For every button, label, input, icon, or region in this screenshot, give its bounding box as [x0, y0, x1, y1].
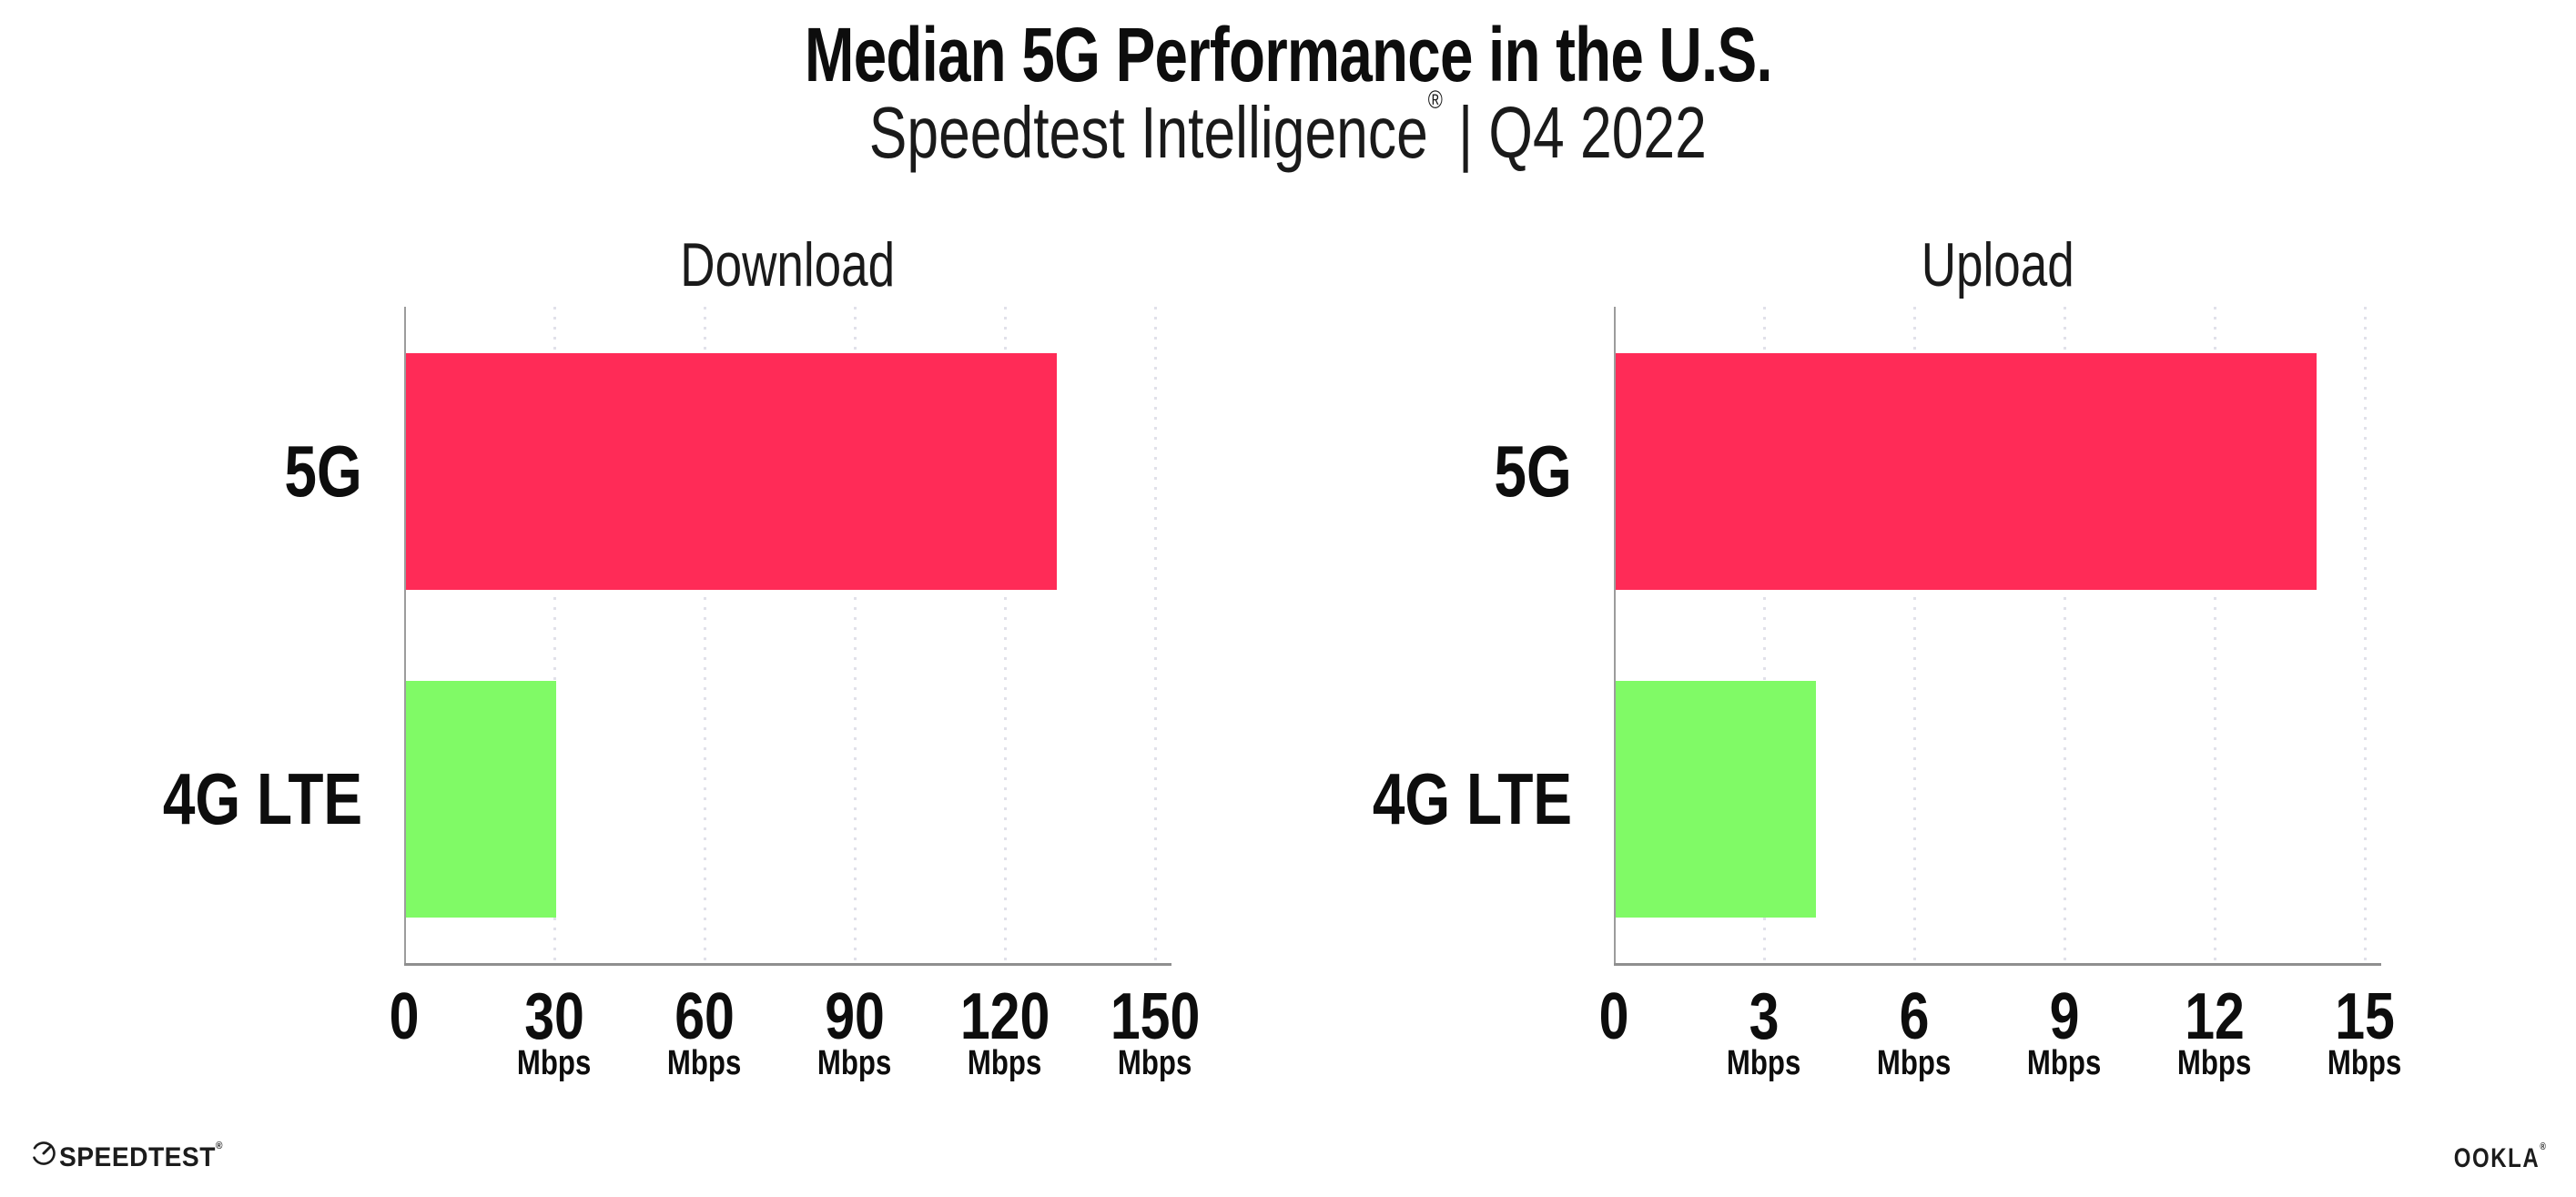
category-label-4g-lte: 4G LTE — [1372, 758, 1572, 839]
x-tick-unit-6: Mbps — [1877, 1044, 1952, 1082]
x-tick-label-3: 3 — [1749, 980, 1780, 1053]
subtitle-separator: | — [1458, 92, 1474, 173]
x-tick-label-15: 15 — [2335, 980, 2395, 1053]
bar-4g-lte — [1616, 681, 1816, 918]
x-tick-unit-3: Mbps — [1727, 1044, 1801, 1082]
ookla-wordmark: OOKLA — [2453, 1143, 2540, 1173]
x-tick-label-0: 0 — [389, 980, 420, 1053]
x-tick-unit-90: Mbps — [817, 1044, 892, 1082]
ookla-logo: OOKLA® — [2358, 1141, 2547, 1174]
speedtest-logo: SPEEDTEST® — [30, 1140, 223, 1176]
gridline-12 — [2214, 307, 2216, 966]
x-tick-unit-150: Mbps — [1118, 1044, 1192, 1082]
bar-5g — [1616, 353, 2317, 590]
gridline-6 — [1913, 307, 1916, 966]
gridline-30 — [553, 307, 556, 966]
gridline-150 — [1154, 307, 1157, 966]
chart-title-upload: Upload — [1921, 230, 2074, 299]
chart-download-plot: Download 5G 4G LTE 0 30 Mbps 60 Mbps 90 Mbps 120 Mb… — [163, 230, 1201, 1080]
bar-5g — [406, 353, 1057, 590]
x-tick-label-150: 150 — [1110, 980, 1201, 1053]
page-subtitle: Speedtest Intelligence® | Q4 2022 — [0, 86, 2576, 175]
x-tick-unit-12: Mbps — [2177, 1044, 2252, 1082]
x-tick-label-30: 30 — [524, 980, 584, 1053]
x-tick-unit-60: Mbps — [667, 1044, 742, 1082]
page-title: Median 5G Performance in the U.S. — [804, 12, 1773, 97]
subtitle-product: Speedtest Intelligence — [868, 92, 1428, 173]
speedtest-gauge-icon — [32, 1141, 56, 1165]
category-label-4g-lte: 4G LTE — [162, 758, 362, 839]
x-tick-label-60: 60 — [674, 980, 735, 1053]
gridline-3 — [1763, 307, 1766, 966]
x-axis-line — [1614, 963, 2381, 966]
y-axis-line — [404, 307, 406, 966]
x-tick-label-120: 120 — [959, 980, 1050, 1053]
gridline-120 — [1004, 307, 1007, 966]
x-tick-unit-9: Mbps — [2027, 1044, 2102, 1082]
chart-title-download: Download — [680, 230, 896, 299]
speedtest-trademark-mark: ® — [215, 1141, 223, 1151]
x-tick-unit-15: Mbps — [2328, 1044, 2402, 1082]
x-tick-unit-30: Mbps — [517, 1044, 592, 1082]
gridline-9 — [2064, 307, 2066, 966]
category-label-5g: 5G — [284, 431, 362, 512]
gridline-90 — [854, 307, 857, 966]
x-tick-unit-120: Mbps — [968, 1044, 1042, 1082]
x-tick-label-12: 12 — [2185, 980, 2245, 1053]
x-tick-label-0: 0 — [1598, 980, 1629, 1053]
registered-mark: ® — [1427, 86, 1444, 114]
bar-4g-lte — [406, 681, 556, 918]
chart-upload-plot: Upload 5G 4G LTE 0 3 Mbps 6 Mbps 9 Mbps 12 Mbps 15 Mb… — [1373, 230, 2402, 1080]
x-axis-line — [404, 963, 1171, 966]
subtitle-period: Q4 2022 — [1488, 92, 1708, 173]
x-tick-label-90: 90 — [825, 980, 885, 1053]
speedtest-wordmark: SPEEDTEST — [59, 1142, 216, 1172]
gridline-15 — [2364, 307, 2367, 966]
x-tick-label-9: 9 — [2049, 980, 2080, 1053]
y-axis-line — [1614, 307, 1616, 966]
category-label-5g: 5G — [1494, 431, 1572, 512]
x-tick-label-6: 6 — [1899, 980, 1930, 1053]
ookla-trademark-mark: ® — [2539, 1141, 2547, 1152]
gridline-60 — [704, 307, 706, 966]
